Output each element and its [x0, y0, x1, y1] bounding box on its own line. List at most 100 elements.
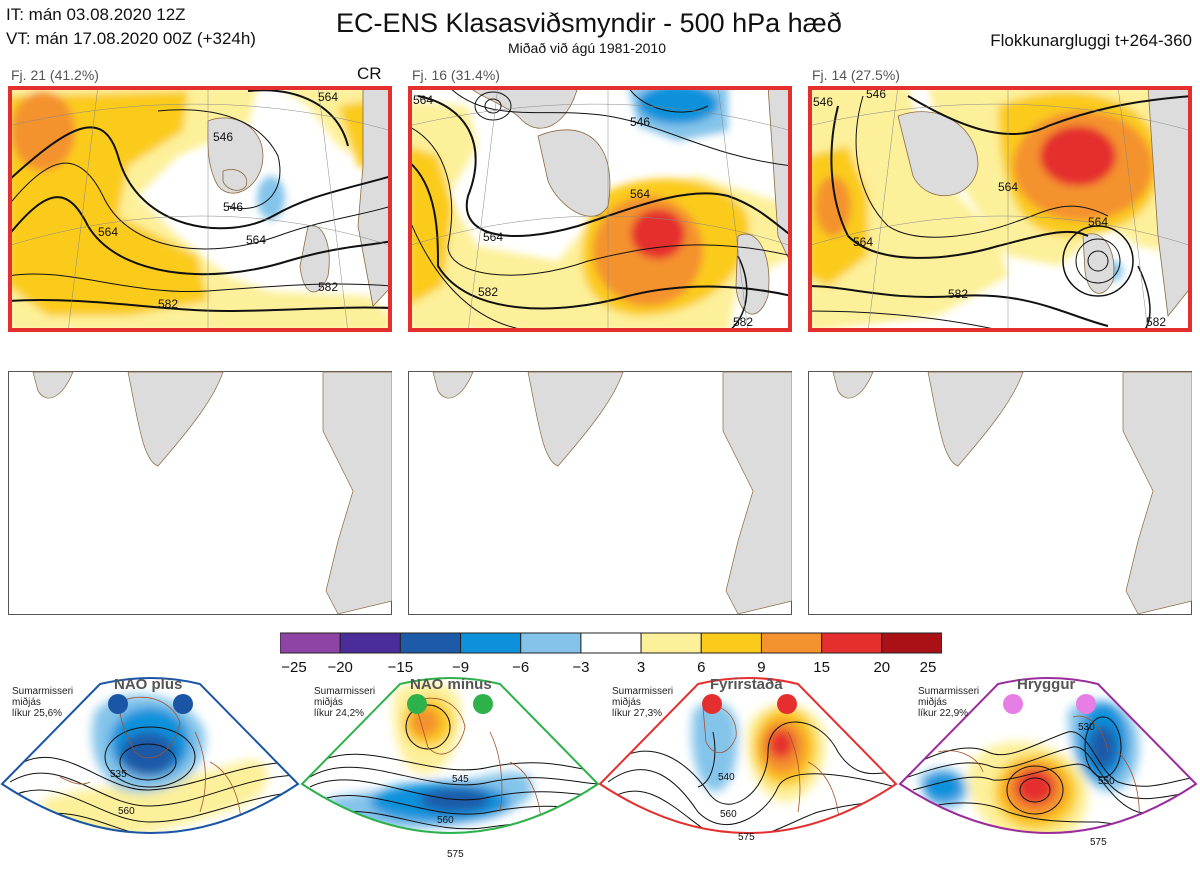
contour-label: 540 — [718, 772, 735, 783]
empty-map-1[interactable] — [8, 371, 392, 615]
contour-labels: 546 564 564 582 582 546 564 — [813, 87, 1166, 329]
contour-label: 575 — [1090, 837, 1107, 848]
regime-title: Hryggur — [1017, 676, 1076, 693]
cluster-highlight-frame — [808, 86, 1192, 332]
contour-label: 582 — [318, 280, 338, 294]
regime-marker — [407, 694, 427, 714]
regime-nao-plus: 535 560 NAO plús Sumarmisseri miðjás lík… — [0, 672, 302, 871]
page-subtitle: Miðað við ágú 1981-2010 — [508, 40, 667, 56]
graticule — [8, 86, 392, 332]
colorbar-swatch — [520, 632, 582, 654]
regime-marker — [173, 694, 193, 714]
colorbar-swatch — [580, 632, 642, 654]
colorbar-tick-label: 20 — [873, 659, 890, 676]
contour-labels: 535 560 — [110, 769, 135, 817]
land-areas — [32, 371, 392, 615]
initial-time: IT: mán 03.08.2020 12Z — [6, 5, 186, 24]
valid-time: VT: mán 17.08.2020 00Z (+324h) — [6, 29, 256, 48]
contour-label: 582 — [733, 315, 753, 329]
contour-label: 546 — [213, 130, 233, 144]
colorbar-swatch — [760, 632, 823, 654]
colorbar-tick-label: −25 — [281, 659, 306, 676]
contour-label: 530 — [1078, 722, 1095, 733]
regime-marker — [1003, 694, 1023, 714]
regime-description: Sumarmisseri miðjás líkur 25,6% — [12, 686, 74, 719]
cluster-1-label: Fj. 21 (41.2%) — [11, 67, 99, 83]
anomaly-field — [918, 700, 1139, 833]
geopotential-contours — [808, 95, 1192, 332]
graticule — [408, 86, 792, 332]
regime-nao-minus: 545 560 575 NAO mínus Sumarmisseri miðjá… — [300, 672, 602, 871]
contour-label: 582 — [478, 285, 498, 299]
cluster-map-3[interactable]: 546 564 564 582 582 546 564 — [808, 86, 1192, 332]
contour-label: 564 — [998, 180, 1018, 194]
contour-label: 560 — [720, 809, 737, 820]
contour-label: 564 — [630, 187, 650, 201]
contour-label: 564 — [853, 235, 873, 249]
cluster-map-1[interactable]: 564 546 564 582 546 564 582 — [8, 86, 392, 332]
contour-label: 564 — [1088, 215, 1108, 229]
contour-label: 575 — [447, 849, 464, 860]
colorbar-tick-label: 6 — [697, 659, 705, 676]
contour-label: 582 — [158, 297, 178, 311]
coastlines — [59, 696, 242, 833]
colorbar-tick-label: 15 — [813, 659, 830, 676]
contour-label: 564 — [318, 90, 338, 104]
contour-labels: 564 564 582 564 546 582 — [413, 93, 753, 329]
contour-label: 546 — [630, 115, 650, 129]
colorbar-swatch — [881, 632, 943, 654]
contour-label: 545 — [452, 774, 469, 785]
anomaly-field — [408, 86, 792, 332]
fan-outline — [598, 677, 898, 834]
contour-label: 582 — [948, 287, 968, 301]
contour-label: 564 — [413, 93, 433, 107]
colorbar-swatch — [399, 632, 462, 654]
contour-label: 564 — [98, 225, 118, 239]
regime-marker — [702, 694, 722, 714]
cluster-1-tag: CR — [357, 64, 382, 83]
contour-labels: 540 560 575 — [718, 772, 755, 843]
contour-labels: 530 550 575 — [1078, 722, 1115, 848]
colorbar-tick-label: 25 — [920, 659, 937, 676]
cluster-map-2[interactable]: 564 564 582 564 546 582 — [408, 86, 792, 332]
contour-label: 546 — [866, 87, 886, 101]
classification-window: Flokkunargluggi t+264-360 — [990, 31, 1192, 50]
regime-title: NAO plús — [114, 676, 183, 693]
cluster-3-label: Fj. 14 (27.5%) — [812, 67, 900, 83]
regime-description: Sumarmisseri miðjás líkur 27,3% — [612, 686, 674, 719]
contour-label: 560 — [118, 806, 135, 817]
contour-label: 546 — [223, 200, 243, 214]
contour-label: 564 — [246, 233, 266, 247]
colorbar-tick-label: −9 — [452, 659, 469, 676]
contour-label: 535 — [110, 769, 127, 780]
geopotential-contours — [408, 86, 792, 332]
colorbar-tick-label: 3 — [637, 659, 645, 676]
regime-title: Fyrirstaða — [710, 676, 783, 693]
empty-map-2[interactable] — [408, 371, 792, 615]
colorbar-swatch — [700, 632, 762, 654]
land-areas — [897, 86, 1192, 317]
colorbar-svg: −25 −20 −15 −9 −6 −3 3 6 9 15 20 25 — [279, 632, 943, 676]
colorbar-tick-label: −15 — [388, 659, 413, 676]
colorbar-swatch — [821, 632, 883, 654]
contour-label: 546 — [813, 95, 833, 109]
land-areas — [832, 371, 1192, 615]
regime-marker — [1076, 694, 1096, 714]
colorbar-tick-label: −20 — [327, 659, 352, 676]
regime-description: Sumarmisseri miðjás líkur 22,9% — [918, 686, 980, 719]
colorbar-tick-label: −6 — [512, 659, 529, 676]
anomaly-field — [808, 86, 1192, 332]
fan-outline — [898, 677, 1198, 834]
contour-label: 560 — [437, 815, 454, 826]
contour-label: 582 — [1146, 315, 1166, 329]
colorbar-swatch — [640, 632, 702, 654]
colorbar-swatch — [460, 632, 522, 654]
fan-outline — [0, 677, 300, 834]
contour-label: 575 — [738, 832, 755, 843]
contour-label: 550 — [1098, 776, 1115, 787]
contour-labels: 564 546 564 582 546 564 582 — [98, 90, 338, 311]
empty-map-3[interactable] — [808, 371, 1192, 615]
regime-marker — [108, 694, 128, 714]
cluster-highlight-frame — [408, 86, 792, 332]
fan-outline — [300, 677, 600, 834]
